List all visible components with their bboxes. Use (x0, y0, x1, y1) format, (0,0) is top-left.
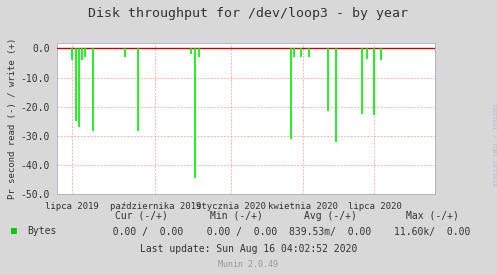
Text: 0.00 /  0.00: 0.00 / 0.00 (100, 227, 183, 237)
Text: 839.53m/  0.00: 839.53m/ 0.00 (289, 227, 372, 237)
Text: Avg (-/+): Avg (-/+) (304, 211, 357, 221)
Text: Munin 2.0.49: Munin 2.0.49 (219, 260, 278, 269)
Text: Pr second read (-) / write (+): Pr second read (-) / write (+) (8, 38, 17, 199)
Text: 0.00 /  0.00: 0.00 / 0.00 (195, 227, 277, 237)
Text: Bytes: Bytes (27, 226, 57, 236)
Text: 11.60k/  0.00: 11.60k/ 0.00 (394, 227, 471, 237)
Text: Min (-/+): Min (-/+) (210, 211, 262, 221)
Text: RRDTOOL / TOBI OETIKER: RRDTOOL / TOBI OETIKER (491, 104, 496, 187)
Text: Last update: Sun Aug 16 04:02:52 2020: Last update: Sun Aug 16 04:02:52 2020 (140, 244, 357, 254)
Text: kwietnia 2020: kwietnia 2020 (268, 202, 337, 211)
Text: Cur (-/+): Cur (-/+) (115, 211, 168, 221)
Text: stycznia 2020: stycznia 2020 (196, 202, 266, 211)
Text: października 2019: października 2019 (110, 202, 201, 211)
Text: Max (-/+): Max (-/+) (406, 211, 459, 221)
Text: lipca 2019: lipca 2019 (45, 202, 99, 211)
Text: ■: ■ (11, 226, 17, 236)
Text: lipca 2020: lipca 2020 (347, 202, 401, 211)
Text: Disk throughput for /dev/loop3 - by year: Disk throughput for /dev/loop3 - by year (88, 7, 409, 20)
